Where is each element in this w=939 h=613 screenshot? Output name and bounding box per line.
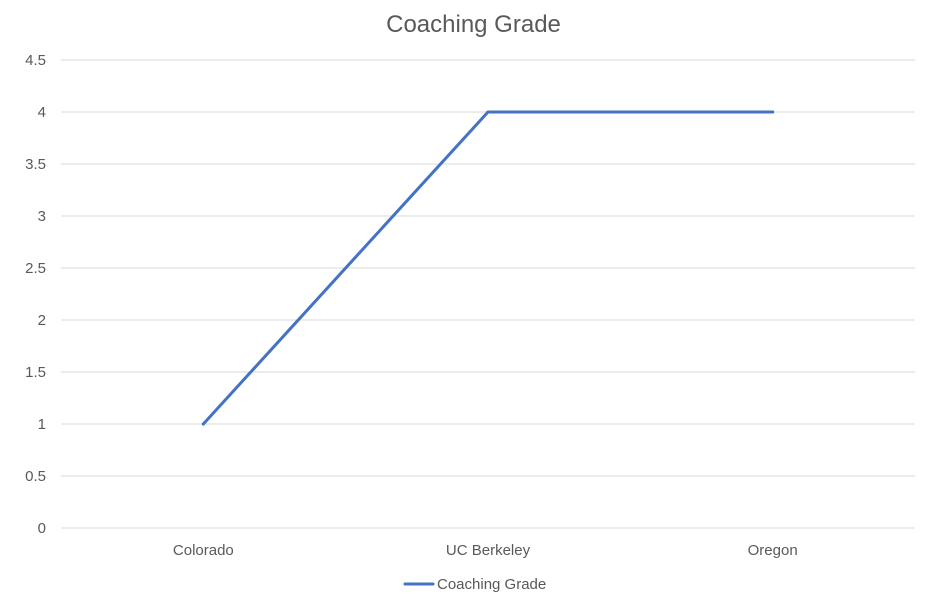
x-tick-label: Oregon [748,542,798,559]
data-point[interactable] [201,422,205,426]
x-axis-tick-labels: Colorado UC Berkeley Oregon [173,542,798,559]
data-point[interactable] [771,110,775,114]
y-tick-label: 4.5 [25,52,46,69]
y-tick-label: 0 [38,520,46,537]
data-point[interactable] [486,110,490,114]
y-axis-tick-labels: 0 0.5 1 1.5 2 2.5 3 3.5 4 4.5 [25,52,46,537]
y-tick-label: 1.5 [25,364,46,381]
y-tick-label: 4 [38,104,46,121]
chart-title: Coaching Grade [386,11,561,38]
y-tick-label: 3 [38,208,46,225]
y-tick-label: 2.5 [25,260,46,277]
legend[interactable]: Coaching Grade [403,576,546,593]
y-tick-label: 3.5 [25,156,46,173]
gridlines [61,59,915,529]
x-tick-label: Colorado [173,542,234,559]
y-tick-label: 2 [38,312,46,329]
series-group [201,110,775,426]
legend-label: Coaching Grade [437,576,546,593]
x-tick-label: UC Berkeley [446,542,531,559]
y-tick-label: 1 [38,416,46,433]
y-tick-label: 0.5 [25,468,46,485]
